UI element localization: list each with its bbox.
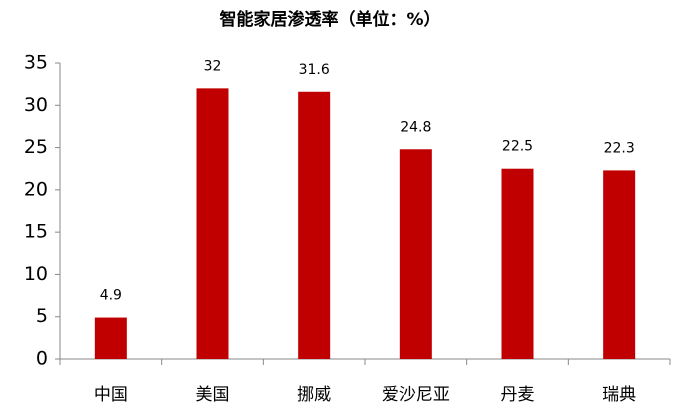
bar (603, 170, 636, 359)
y-tick-label: 35 (24, 52, 48, 74)
data-label: 32 (204, 58, 222, 74)
data-label: 4.9 (100, 288, 122, 304)
bar (399, 149, 432, 359)
bar (501, 168, 534, 359)
x-tick-label: 丹麦 (501, 385, 535, 405)
data-label: 31.6 (299, 62, 330, 78)
y-tick-label: 30 (24, 94, 48, 116)
data-label: 22.5 (502, 139, 533, 155)
bar (196, 88, 229, 359)
data-label: 22.3 (604, 140, 635, 156)
y-tick-label: 5 (36, 305, 48, 327)
x-tick-label: 瑞典 (602, 385, 636, 405)
bar (298, 91, 331, 360)
y-tick-label: 0 (36, 348, 48, 370)
x-tick-label: 美国 (196, 385, 230, 405)
x-tick-label: 中国 (94, 385, 128, 405)
bar (94, 317, 127, 359)
y-tick-label: 15 (24, 221, 48, 243)
data-label: 24.8 (400, 119, 431, 135)
y-tick-label: 10 (24, 263, 48, 285)
chart-title: 智能家居渗透率（单位：%） (219, 9, 440, 30)
x-tick-label: 爱沙尼亚 (382, 385, 450, 405)
y-tick-label: 20 (24, 178, 48, 200)
y-tick-label: 25 (24, 136, 48, 158)
x-tick-label: 挪威 (297, 385, 331, 405)
